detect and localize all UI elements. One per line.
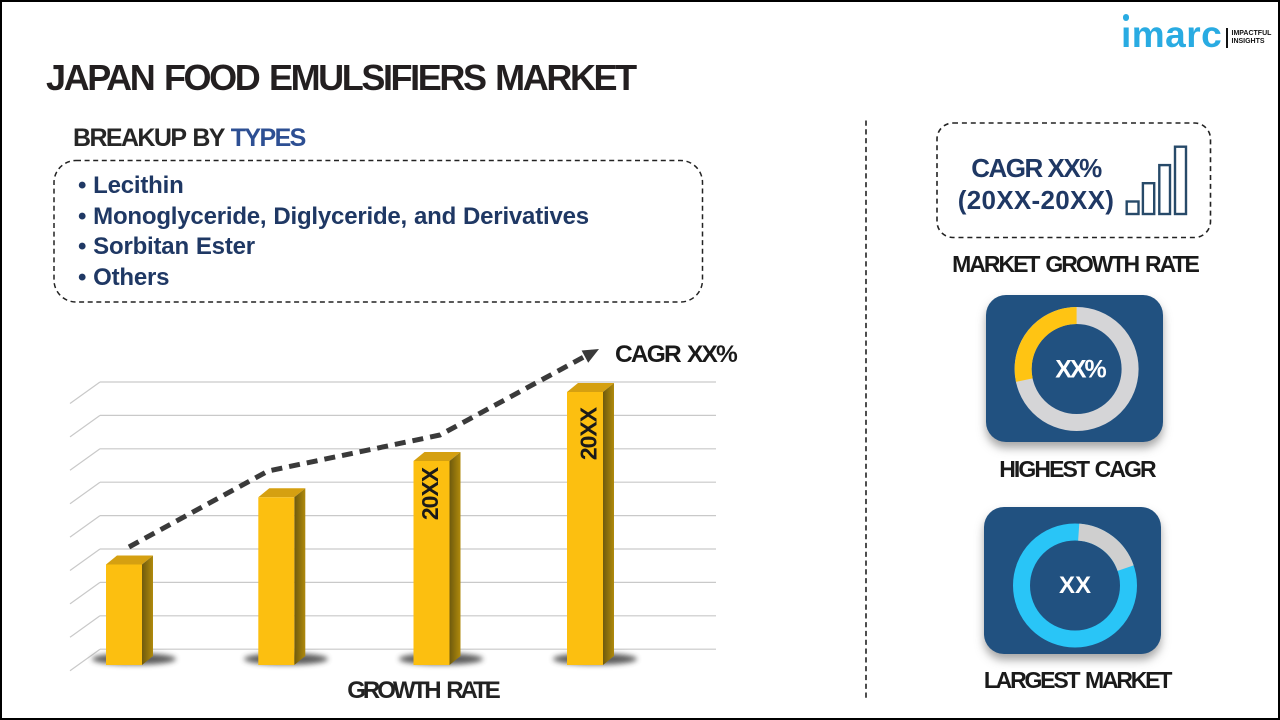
svg-text:20XX: 20XX — [576, 406, 602, 460]
svg-text:20XX: 20XX — [417, 466, 443, 520]
svg-text:XX%: XX% — [1055, 356, 1106, 384]
svg-text:XX: XX — [1059, 572, 1091, 599]
